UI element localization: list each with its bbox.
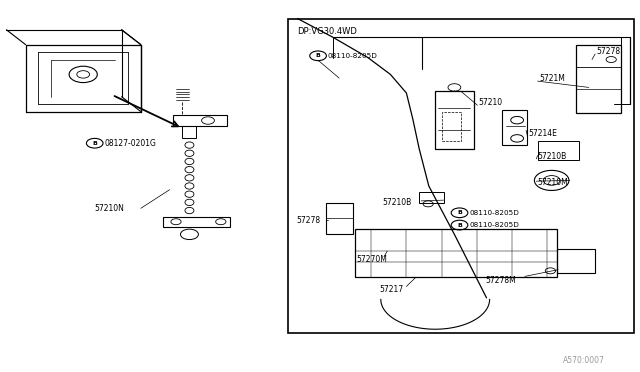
Text: 5721M: 5721M [539,74,564,83]
Bar [288,19,634,333]
Bar [326,203,353,234]
Text: 57210: 57210 [479,98,503,107]
Text: 08110-8205D: 08110-8205D [328,53,378,59]
Bar [173,115,227,126]
Text: 08110-8205D: 08110-8205D [469,210,519,216]
Text: 57278: 57278 [296,216,321,225]
Bar [538,141,579,160]
Bar [442,112,461,141]
Bar [557,249,595,273]
Text: B: B [92,141,97,146]
Text: 57210B: 57210B [382,198,412,207]
Text: 57210B: 57210B [538,153,567,161]
Bar [182,126,196,138]
Bar [502,110,527,145]
Text: 08127-0201G: 08127-0201G [104,139,156,148]
Bar [163,217,230,227]
Text: 57217: 57217 [379,285,403,294]
Text: 57210N: 57210N [95,204,125,213]
Bar [435,91,474,149]
Text: 57214E: 57214E [529,129,557,138]
Text: B: B [316,53,321,58]
Text: 57210M: 57210M [538,178,568,187]
Text: A570:0007: A570:0007 [563,356,605,365]
Text: B: B [457,222,462,228]
Text: 57278M: 57278M [485,276,516,285]
Text: 57270M: 57270M [356,255,387,264]
Text: DP:VG30.4WD: DP:VG30.4WD [298,27,358,36]
Bar [419,192,444,203]
Text: B: B [457,210,462,215]
Text: 57278: 57278 [596,47,621,56]
Text: 08110-8205D: 08110-8205D [469,222,519,228]
